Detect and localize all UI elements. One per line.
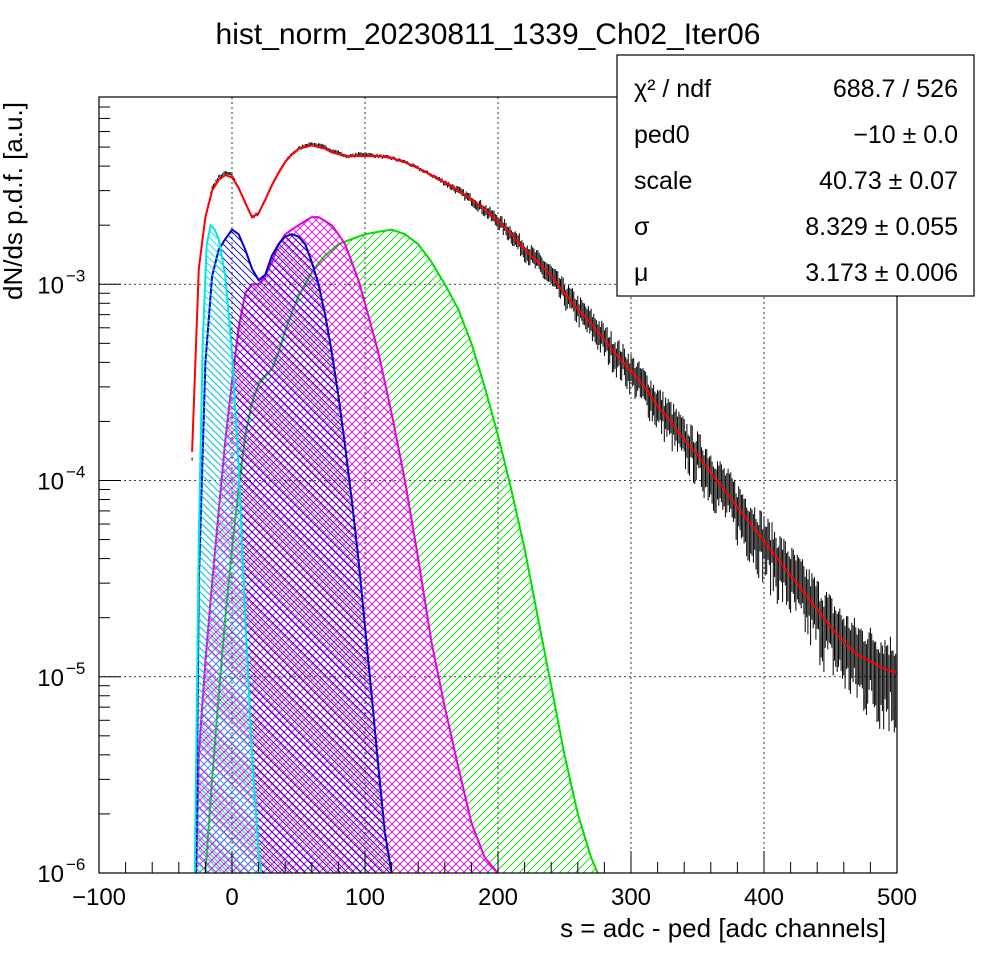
y-tick-exponent: −4: [66, 463, 85, 482]
component-line-3: [195, 228, 393, 873]
stats-value: 688.7 / 526: [833, 75, 958, 103]
x-tick-label: 500: [877, 884, 917, 911]
x-tick-label: 200: [478, 884, 518, 911]
component-fill-2: [194, 225, 262, 873]
stats-rows: χ² / ndf 688.7 / 526 ped0 −10 ± 0.0 scale 40.…: [634, 75, 958, 287]
stats-label: scale: [634, 167, 692, 195]
component-line-2: [193, 223, 263, 873]
stats-label: σ: [634, 213, 650, 241]
series-layer: [191, 142, 897, 873]
y-tick-label: 10: [37, 861, 64, 888]
y-tick-exponent: −3: [66, 266, 85, 285]
x-tick-label: −100: [72, 884, 126, 911]
chart-title: hist_norm_20230811_1339_Ch02_Iter06: [216, 18, 761, 51]
stats-value: 40.73 ± 0.07: [819, 167, 958, 195]
plot-area: [191, 142, 897, 873]
y-tick-label: 10: [37, 469, 64, 496]
stats-value: 3.173 ± 0.006: [805, 259, 958, 287]
stats-label: χ² / ndf: [634, 75, 711, 103]
stats-value: 8.329 ± 0.055: [805, 213, 958, 241]
x-tick-label: 0: [225, 884, 238, 911]
x-tick-label: 400: [744, 884, 784, 911]
stats-value: −10 ± 0.0: [853, 121, 958, 149]
y-axis: 10−610−510−410−3: [37, 106, 121, 888]
x-axis-title: s = adc - ped [adc channels]: [560, 913, 886, 943]
y-tick-label: 10: [37, 272, 64, 299]
x-tick-label: 100: [345, 884, 385, 911]
stats-label: μ: [634, 259, 648, 287]
x-tick-label: 300: [611, 884, 651, 911]
stats-label: ped0: [634, 121, 690, 149]
stats-box: χ² / ndf 688.7 / 526 ped0 −10 ± 0.0 scale 40.…: [616, 54, 975, 297]
x-axis: −100 0 100 200 300 400 500: [72, 851, 917, 911]
stats-box-frame: [616, 54, 975, 297]
fit-line: [191, 144, 897, 674]
y-tick-exponent: −6: [66, 855, 85, 874]
y-tick-exponent: −5: [66, 659, 85, 678]
y-axis-title: dN/ds p.d.f. [a.u.]: [0, 102, 28, 300]
y-tick-label: 10: [37, 665, 64, 692]
